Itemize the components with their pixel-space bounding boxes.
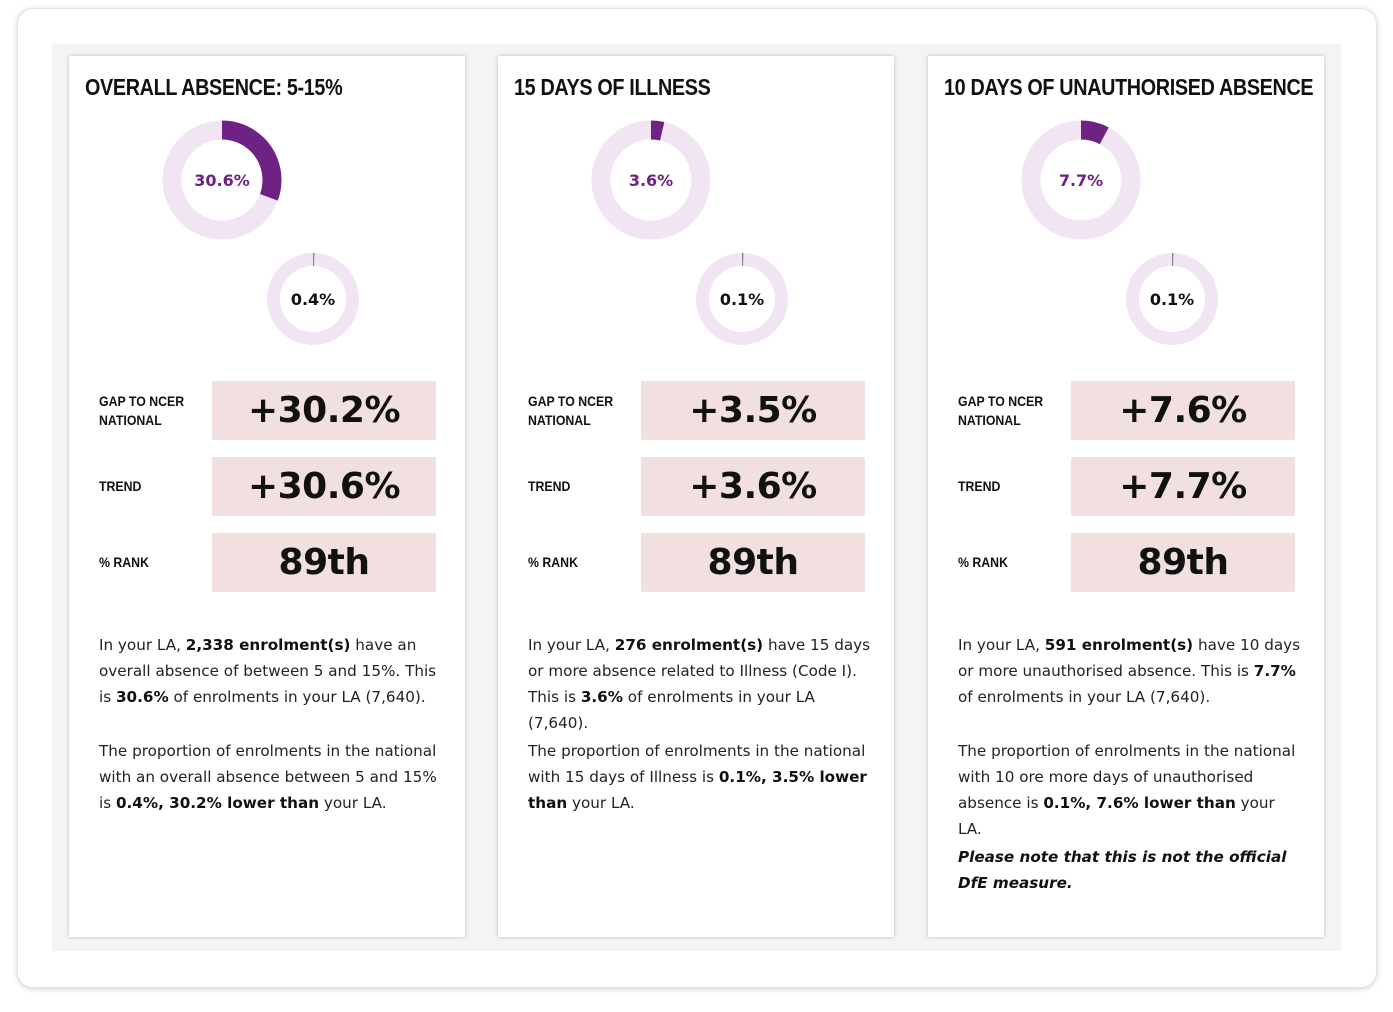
gap-label: GAP TO NCER NATIONAL: [528, 393, 614, 428]
card-unauthorised-absence: 10 DAYS OF UNAUTHORISED ABSENCE 7.7% 0.1…: [928, 56, 1324, 937]
rank-label: % RANK: [958, 554, 1008, 570]
gap-label: GAP TO NCER NATIONAL: [99, 393, 185, 428]
donut-value-arc: [1126, 253, 1218, 345]
donut-value-arc: [696, 253, 788, 345]
rank-value: 89th: [641, 533, 865, 592]
donut-value-arc: [1021, 120, 1141, 240]
trend-label: TREND: [528, 478, 571, 494]
card-illness: 15 DAYS OF ILLNESS 3.6% 0.1% GAP TO NCER…: [498, 56, 894, 937]
national-percent-label: 0.4%: [290, 289, 336, 309]
la-donut-chart: 7.7%: [1021, 120, 1141, 240]
national-donut-chart: 0.1%: [695, 252, 789, 346]
trend-value: +30.6%: [212, 457, 436, 516]
dfe-disclaimer-note: Please note that this is not the officia…: [958, 848, 1287, 892]
gap-value: +30.2%: [212, 381, 436, 440]
gap-label: GAP TO NCER NATIONAL: [958, 393, 1044, 428]
national-percent-label: 0.1%: [1149, 289, 1195, 309]
national-summary-text: The proportion of enrolments in the nati…: [99, 742, 437, 812]
national-donut-chart: 0.4%: [266, 252, 360, 346]
card-title: OVERALL ABSENCE: 5-15%: [85, 74, 343, 100]
rank-value: 89th: [1071, 533, 1295, 592]
trend-label: TREND: [958, 478, 1001, 494]
donut-value-arc: [162, 120, 282, 240]
la-summary-text: In your LA, 2,338 enrolment(s) have an o…: [99, 636, 437, 706]
rank-value: 89th: [212, 533, 436, 592]
trend-value: +7.7%: [1071, 457, 1295, 516]
trend-label: TREND: [99, 478, 142, 494]
national-percent-label: 0.1%: [719, 289, 765, 309]
national-summary-text: The proportion of enrolments in the nati…: [958, 742, 1296, 838]
rank-label: % RANK: [99, 554, 149, 570]
la-percent-label: 7.7%: [1058, 170, 1104, 190]
la-summary-text: In your LA, 591 enrolment(s) have 10 day…: [958, 636, 1301, 706]
national-donut-chart: 0.1%: [1125, 252, 1219, 346]
la-donut-chart: 3.6%: [591, 120, 711, 240]
la-percent-label: 30.6%: [194, 170, 250, 190]
la-percent-label: 3.6%: [628, 170, 674, 190]
rank-label: % RANK: [528, 554, 578, 570]
trend-value: +3.6%: [641, 457, 865, 516]
card-overall-absence: OVERALL ABSENCE: 5-15% 30.6% 0.4% GAP TO…: [69, 56, 465, 937]
gap-value: +3.5%: [641, 381, 865, 440]
la-summary-text: In your LA, 276 enrolment(s) have 15 day…: [528, 636, 871, 732]
national-summary-text: The proportion of enrolments in the nati…: [528, 742, 867, 812]
la-donut-chart: 30.6%: [162, 120, 282, 240]
card-title: 10 DAYS OF UNAUTHORISED ABSENCE: [944, 74, 1314, 100]
gap-value: +7.6%: [1071, 381, 1295, 440]
donut-value-arc: [591, 120, 711, 240]
donut-value-arc: [267, 253, 359, 345]
card-title: 15 DAYS OF ILLNESS: [514, 74, 711, 100]
